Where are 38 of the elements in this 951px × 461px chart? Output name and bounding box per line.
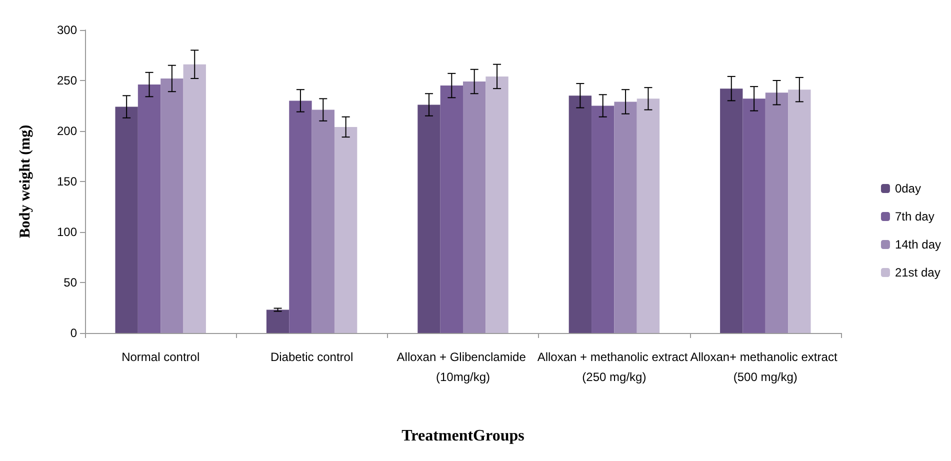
bar — [568, 96, 592, 333]
x-tick-label: Alloxan+ methanolic extract (500 mg/kg) — [690, 350, 841, 384]
bar — [765, 92, 788, 333]
legend-label: 0day — [894, 182, 921, 196]
bar — [614, 102, 637, 333]
bar — [289, 100, 312, 333]
y-tick-label: 0 — [70, 326, 78, 340]
bar — [720, 88, 743, 333]
y-axis-title: Body weight (mg) — [18, 124, 34, 238]
x-tick-label: Alloxan + Glibenclamide (10mg/kg) — [396, 350, 530, 384]
y-tick-label: 100 — [56, 225, 78, 239]
bar — [742, 98, 766, 333]
legend-label: 21st day — [894, 266, 940, 280]
x-axis-title: TreatmentGroups — [402, 428, 524, 444]
x-tick-label: Normal control — [122, 350, 200, 364]
bar — [138, 84, 161, 333]
bar — [312, 110, 334, 333]
x-tick-label: Diabetic control — [270, 350, 354, 364]
bar — [636, 98, 660, 333]
bar — [463, 82, 486, 333]
bar — [440, 86, 463, 333]
y-tick-label: 150 — [56, 174, 78, 188]
bar — [160, 78, 184, 333]
bar — [418, 104, 440, 333]
y-tick-label: 250 — [56, 74, 78, 88]
bar — [334, 126, 358, 333]
y-tick-label: 200 — [56, 124, 78, 138]
bar — [115, 106, 138, 333]
y-tick-label: 50 — [64, 276, 78, 290]
bar — [183, 64, 206, 333]
bar — [486, 76, 508, 333]
bar — [592, 106, 614, 333]
legend-label: 7th day — [894, 210, 934, 224]
bar — [788, 90, 811, 333]
bar — [266, 310, 290, 333]
y-tick-label: 300 — [56, 23, 78, 37]
x-tick-label: Alloxan + methanolic extract (250 mg/kg) — [537, 350, 692, 384]
legend-label: 14th day — [894, 238, 942, 252]
